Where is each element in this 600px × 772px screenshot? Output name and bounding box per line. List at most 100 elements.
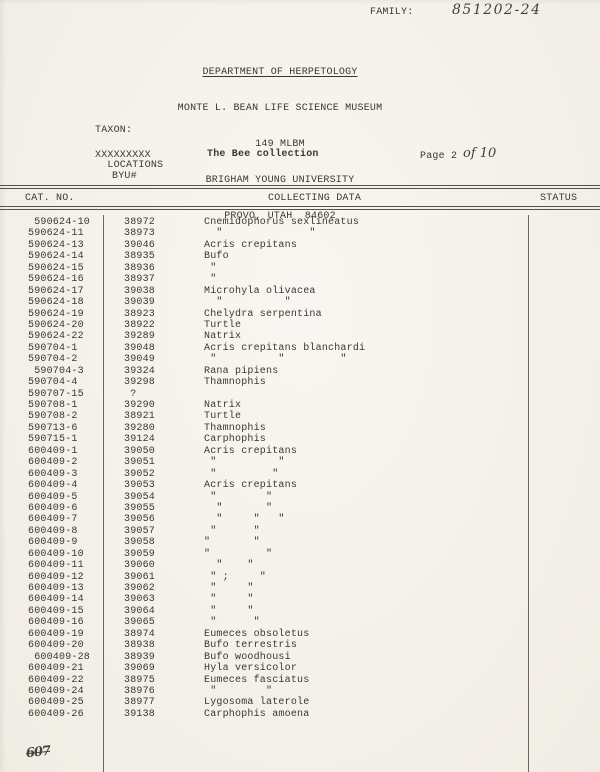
data-cell: Bufo terrestris [204, 640, 298, 652]
data-cell: " " [204, 594, 254, 606]
table-body: 590624-10 38972 Cnemidophorus sexlineatus 5… [0, 217, 600, 720]
cat-no-cell: 600409-8 [28, 525, 78, 537]
table-row: 590704-4 39298 Thamnophis [0, 377, 600, 388]
cat-no-cell: 590704-3 [28, 365, 84, 377]
table-row: 600409-9 39058 " " [0, 537, 600, 548]
table-row: 590624-11 38973 " " [0, 228, 600, 239]
cat-no-cell: 600409-4 [28, 480, 78, 492]
letterhead-department: DEPARTMENT OF HERPETOLOGY [202, 67, 358, 78]
table-row: 590707-15 ? [0, 389, 600, 400]
cat-no-cell: 600409-13 [28, 583, 84, 594]
letterhead-university: BRIGHAM YOUNG UNIVERSITY [205, 175, 355, 186]
byu-cell: 39049 [124, 354, 156, 366]
data-cell: Eumeces fasciatus [204, 674, 310, 686]
byu-cell: 39038 [124, 285, 156, 297]
byu-cell: 38975 [124, 674, 156, 686]
table-row: 600409-1 39050 Acris crepitans [0, 446, 600, 457]
table-row: 590704-3 39324 Rana pipiens [0, 366, 600, 377]
byu-cell: 39051 [124, 457, 156, 469]
data-cell: " " [204, 560, 254, 572]
table-row: 600409-7 39056 " " " [0, 514, 600, 525]
byu-cell: 39052 [124, 468, 156, 480]
data-cell: " " [204, 617, 260, 629]
cat-no-cell: 600409-10 [28, 548, 84, 560]
cat-no-cell: 590704-1 [28, 342, 78, 354]
data-cell: Acris crepitans [204, 480, 298, 492]
table-row: 600409-3 39052 " " [0, 469, 600, 480]
table-row: 600409-22 38975 Eumeces fasciatus [0, 675, 600, 686]
data-cell: " " [204, 502, 273, 514]
byu-cell: 39058 [124, 537, 156, 549]
byu-cell: 38939 [124, 651, 156, 663]
cat-no-cell: 600409-9 [28, 537, 78, 549]
byu-cell: 39048 [124, 342, 156, 354]
data-cell: Thamnophis [204, 422, 267, 434]
table-row: 590624-13 39046 Acris crepitans [0, 240, 600, 251]
cat-no-cell: 600409-24 [28, 685, 84, 697]
table-row: 590708-2 38921 Turtle [0, 411, 600, 422]
byu-cell: 38922 [124, 319, 156, 331]
table-row: 600409-6 39055 " " [0, 503, 600, 514]
byu-cell: 39324 [124, 365, 156, 377]
page-of-handwritten: of 10 [463, 146, 497, 161]
byu-cell: 39065 [124, 617, 156, 629]
table-row: 590708-1 39290 Natrix [0, 400, 600, 411]
byu-cell: 39138 [124, 708, 156, 720]
table-row: 590713-6 39280 Thamnophis [0, 423, 600, 434]
data-cell: " ; " [204, 571, 267, 583]
byu-cell: 38937 [124, 274, 156, 286]
column-header-collecting-data: COLLECTING DATA [268, 193, 362, 204]
data-cell: Cnemidophorus sexlineatus [204, 217, 360, 228]
byu-cell: 39069 [124, 663, 156, 675]
data-cell: " " [204, 468, 279, 480]
table-row: 600409-11 39060 " " [0, 560, 600, 571]
collection-title: The Bee collection [207, 149, 319, 160]
byu-cell: 39064 [124, 605, 156, 617]
byu-cell: 39062 [124, 583, 156, 594]
byu-cell: 39061 [124, 571, 156, 583]
table-row: 600409-10 39059 " " [0, 549, 600, 560]
cat-no-cell: 590624-20 [28, 319, 84, 331]
data-cell: Acris crepitans [204, 239, 298, 251]
cat-no-cell: 590704-2 [28, 354, 78, 366]
data-cell: " " [204, 297, 291, 309]
byu-cell: 39124 [124, 434, 156, 446]
cat-no-cell: 590707-15 [28, 388, 84, 400]
family-value-handwritten: 851202-24 [452, 2, 542, 18]
cat-no-cell: 600409-25 [28, 697, 84, 709]
byu-cell: 38977 [124, 697, 156, 709]
data-cell: Natrix [204, 400, 242, 411]
byu-cell: ? [124, 388, 137, 400]
cat-no-cell: 600409-5 [28, 491, 78, 503]
cat-no-cell: 590708-2 [28, 411, 78, 423]
data-cell: " " [204, 525, 260, 537]
cat-no-cell: 590624-15 [28, 262, 84, 274]
data-cell: Carphophis [204, 434, 267, 446]
data-cell: Natrix [204, 331, 242, 343]
taxon-label: TAXON: [95, 125, 133, 136]
cat-no-cell: 600409-2 [28, 457, 78, 469]
data-cell: Bufo [204, 251, 229, 263]
byu-cell: 39056 [124, 514, 156, 526]
cat-no-cell: 590704-4 [28, 377, 78, 389]
letterhead: DEPARTMENT OF HERPETOLOGY MONTE L. BEAN … [80, 43, 480, 235]
top-double-rule [0, 185, 600, 189]
cat-no-cell: 600409-28 [28, 651, 91, 663]
cat-no-cell: 600409-7 [28, 514, 78, 526]
table-row: 600409-16 39065 " " [0, 617, 600, 628]
cat-no-cell: 590624-18 [28, 297, 84, 309]
table-row: 590624-22 39289 Natrix [0, 331, 600, 342]
cat-no-cell: 590624-22 [28, 331, 84, 343]
byu-cell: 38976 [124, 685, 156, 697]
cat-no-cell: 600409-3 [28, 468, 78, 480]
letterhead-museum: MONTE L. BEAN LIFE SCIENCE MUSEUM [177, 103, 383, 114]
byu-cell: 38974 [124, 628, 156, 640]
cat-no-cell: 600409-20 [28, 640, 84, 652]
family-label: FAMILY: [370, 7, 414, 18]
byu-cell: 39046 [124, 239, 156, 251]
cat-no-cell: 600409-26 [28, 708, 84, 720]
byu-cell: 39055 [124, 502, 156, 514]
cat-no-cell: 590624-11 [28, 228, 84, 240]
byu-cell: 38972 [124, 217, 156, 228]
data-cell: " " [204, 583, 254, 594]
